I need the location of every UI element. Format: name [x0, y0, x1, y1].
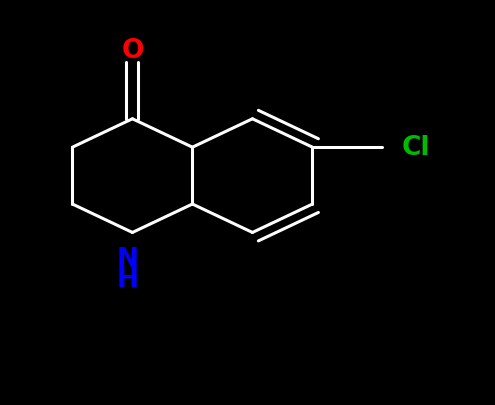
Text: H: H: [116, 266, 139, 292]
Text: N: N: [116, 246, 139, 272]
Text: O: O: [121, 38, 144, 64]
Text: Cl: Cl: [401, 135, 430, 161]
